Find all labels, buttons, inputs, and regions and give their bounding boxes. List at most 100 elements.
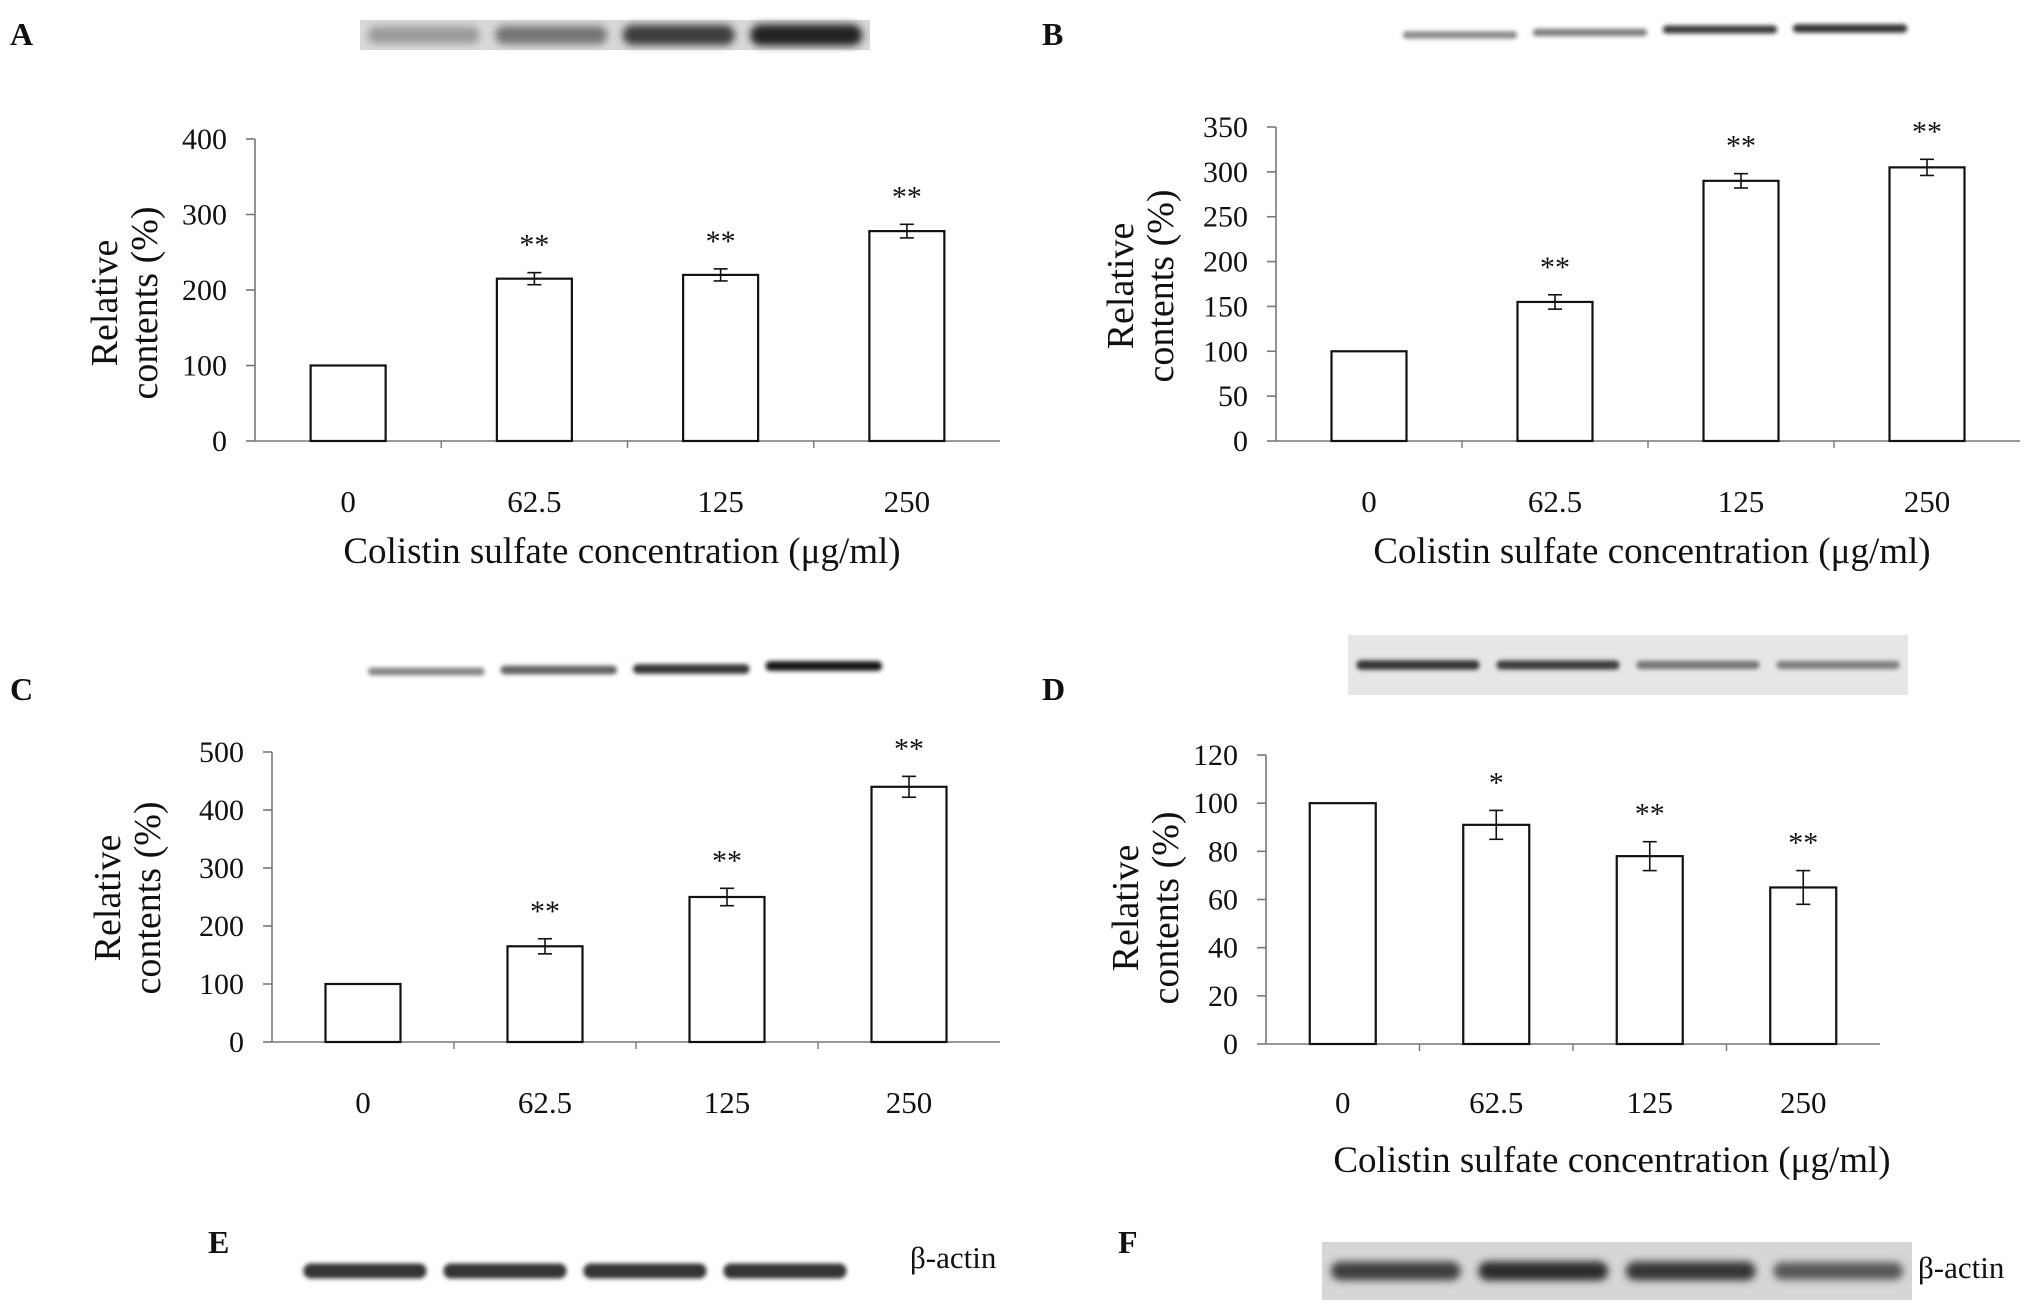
y-tick-label: 500: [199, 736, 244, 769]
blot-band: [1330, 1261, 1461, 1281]
panel-label-d: D: [1042, 671, 1065, 707]
bar: [1888, 166, 1966, 443]
y-tick-label: 40: [1208, 932, 1238, 965]
bar: [868, 230, 946, 443]
x-axis-label-a: Colistin sulfate concentration (μg/ml): [343, 531, 900, 572]
x-category-label: 250: [884, 484, 931, 519]
blot-band: [495, 25, 608, 45]
western-blot-c: [360, 645, 890, 676]
beta-actin-blot-e: [295, 1255, 855, 1287]
blot-band: [750, 24, 863, 46]
blot-band: [1662, 25, 1778, 34]
blot-band: [303, 1263, 427, 1279]
significance-mark: **: [1788, 827, 1818, 860]
x-category-label: 0: [340, 484, 356, 519]
y-tick-label: 350: [1203, 111, 1248, 144]
bar: [1769, 886, 1838, 1046]
panel-label-a: A: [10, 16, 33, 52]
blot-band: [367, 667, 485, 676]
blot-band: [1636, 660, 1760, 670]
y-tick-label: 250: [1203, 201, 1248, 234]
y-tick-label: 200: [1203, 246, 1248, 279]
panel-f: F β-actin: [1118, 1224, 2005, 1300]
y-axis-label-d-line1: Relative: [1105, 845, 1147, 972]
significance-mark: **: [1540, 251, 1570, 284]
x-category-label: 62.5: [518, 1085, 572, 1120]
panel-c: C 0 100 200 300 400 500 0 ** 62.5 ** 125 ** 250 Rela…: [10, 645, 1000, 1120]
beta-actin-label-f: β-actin: [1918, 1250, 2005, 1285]
significance-mark: **: [1726, 130, 1756, 163]
beta-actin-blot-f: [1322, 1242, 1912, 1300]
bar-chart-b: 0 50 100 150 200 250 300 350 0 ** 62.5 ** 125 ** 250: [1203, 111, 2020, 519]
y-tick-label: 100: [1203, 335, 1248, 368]
blot-band: [622, 24, 735, 46]
x-category-label: 125: [1718, 484, 1765, 519]
bar: [1330, 350, 1408, 443]
x-category-label: 250: [1780, 1085, 1827, 1120]
y-tick-label: 200: [182, 274, 227, 307]
x-category-label: 125: [1627, 1085, 1674, 1120]
blot-band: [583, 1263, 707, 1279]
y-tick-label: 0: [212, 425, 227, 458]
y-axis-label-b-line2: contents (%): [1140, 189, 1182, 382]
panel-label-f: F: [1118, 1224, 1138, 1260]
bar: [688, 895, 766, 1044]
panel-b: B 0 50 100 150 200 250 300 350 0 ** 62.5 ** 125 ** 250…: [1042, 14, 2020, 572]
y-tick-label: 400: [199, 794, 244, 827]
western-blot-a: [360, 20, 870, 50]
y-axis-label-a-line1: Relative: [84, 240, 126, 367]
y-tick-label: 200: [199, 910, 244, 943]
blot-band: [1625, 1261, 1756, 1281]
y-tick-label: 400: [182, 123, 227, 156]
blot-band: [443, 1263, 567, 1279]
significance-mark: **: [712, 844, 742, 877]
y-tick-label: 50: [1218, 380, 1248, 413]
blot-band: [367, 26, 480, 44]
significance-mark: **: [530, 895, 560, 928]
bar: [495, 277, 573, 443]
x-category-label: 0: [1335, 1085, 1351, 1120]
y-tick-label: 120: [1193, 739, 1238, 772]
y-axis-label-c-line2: contents (%): [127, 801, 169, 994]
bar: [1462, 823, 1531, 1046]
x-category-label: 62.5: [1528, 484, 1582, 519]
x-axis-label-d: Colistin sulfate concentration (μg/ml): [1333, 1140, 1890, 1181]
significance-mark: **: [519, 229, 549, 262]
y-tick-label: 150: [1203, 290, 1248, 323]
x-category-label: 125: [704, 1085, 751, 1120]
bar-chart-d: 0 20 40 60 80 100 120 0 * 62.5 ** 125 ** 250: [1193, 739, 1880, 1120]
significance-mark: **: [1912, 115, 1942, 148]
y-axis-label-b-line1: Relative: [1100, 223, 1142, 350]
blot-band: [632, 664, 750, 674]
bar-chart-c: 0 100 200 300 400 500 0 ** 62.5 ** 125 ** 250: [199, 732, 1000, 1120]
panel-label-e: E: [208, 1224, 229, 1260]
y-tick-label: 100: [1193, 787, 1238, 820]
y-tick-label: 300: [182, 199, 227, 232]
blot-band: [1773, 1262, 1904, 1280]
panel-d: D 0 20 40 60 80 100 120 0 * 62.5 ** 125 ** 250 Relati…: [1042, 635, 1908, 1181]
x-axis-label-b: Colistin sulfate concentration (μg/ml): [1373, 531, 1930, 572]
blot-band: [765, 661, 883, 671]
y-tick-label: 100: [199, 968, 244, 1001]
blot-band: [1776, 660, 1900, 670]
y-tick-label: 300: [1203, 156, 1248, 189]
panel-e: E β-actin: [208, 1224, 997, 1287]
bar-chart-a: 0 100 200 300 400 0 ** 62.5 ** 125 ** 250: [182, 123, 1000, 519]
blot-band: [1496, 660, 1620, 670]
y-tick-label: 300: [199, 852, 244, 885]
significance-mark: **: [1635, 798, 1665, 831]
blot-band: [723, 1263, 847, 1279]
x-category-label: 125: [697, 484, 744, 519]
y-axis-label-c-line1: Relative: [87, 835, 129, 962]
western-blot-b: [1395, 14, 1915, 42]
blot-band: [500, 665, 618, 675]
y-tick-label: 60: [1208, 884, 1238, 917]
y-axis-label-d-line2: contents (%): [1145, 811, 1187, 1004]
x-category-label: 62.5: [507, 484, 561, 519]
blot-band: [1792, 24, 1908, 33]
y-tick-label: 20: [1208, 980, 1238, 1013]
y-tick-label: 0: [1233, 425, 1248, 458]
y-tick-label: 0: [1223, 1028, 1238, 1061]
significance-mark: *: [1489, 766, 1504, 799]
